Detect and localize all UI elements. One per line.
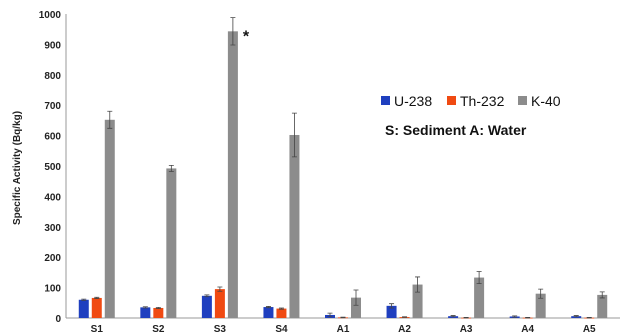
bar-th232-s2 — [153, 307, 164, 318]
legend-label-u238: U-238 — [394, 93, 432, 109]
error-bar-k40-a4 — [538, 288, 544, 299]
bar-u238-a2 — [386, 305, 397, 318]
x-tick-label: A1 — [337, 324, 350, 335]
error-bar-u238-s4 — [265, 306, 271, 309]
error-bar-th232-s1 — [94, 296, 100, 299]
y-tick-label: 0 — [55, 314, 61, 325]
error-bar-th232-a3 — [463, 316, 469, 319]
y-axis-label: Specific Activity (Bq/kg) — [12, 111, 23, 225]
x-tick-label: S4 — [275, 324, 288, 335]
bar-k40-a4 — [535, 293, 546, 318]
error-bar-k40-s2 — [168, 164, 174, 172]
error-bar-k40-s4 — [291, 112, 297, 158]
bar-u238-s2 — [140, 307, 151, 318]
x-tick-label: A2 — [398, 324, 411, 335]
bar-u238-s3 — [201, 295, 212, 318]
error-bar-k40-a3 — [476, 271, 482, 285]
bar-k40-a1 — [351, 297, 361, 318]
error-bar-u238-a5 — [573, 315, 579, 318]
y-tick-label: 900 — [44, 40, 61, 51]
error-bar-th232-a2 — [402, 316, 408, 318]
x-tick-label: S1 — [91, 324, 104, 335]
error-bar-th232-s2 — [155, 306, 161, 309]
legend-swatch-u238 — [381, 96, 390, 105]
error-bar-u238-s1 — [81, 298, 87, 301]
y-tick-label: 400 — [44, 192, 61, 203]
y-tick-label: 800 — [44, 71, 61, 82]
y-tick-label: 100 — [44, 284, 61, 295]
error-bar-u238-a1 — [327, 312, 333, 318]
x-tick-label: A4 — [521, 324, 534, 335]
legend-label-th232: Th-232 — [460, 93, 505, 109]
error-bar-th232-s4 — [278, 307, 284, 310]
y-tick-label: 700 — [44, 101, 61, 112]
error-bar-k40-s1 — [107, 110, 113, 129]
bar-k40-a3 — [474, 277, 485, 318]
y-axis-ticks: 0 100 200 300 400 500 600 700 800 900 1000 — [39, 10, 62, 325]
bar-k40-s3 — [227, 31, 238, 318]
y-tick-label: 1000 — [39, 10, 62, 21]
bar-th232-s4 — [276, 308, 287, 318]
error-bar-th232-a1 — [340, 316, 346, 319]
bar-k40-a5 — [597, 294, 608, 318]
error-bar-u238-a2 — [389, 303, 395, 309]
legend-label-k40: K-40 — [531, 93, 561, 109]
sample-type-note: S: Sediment A: Water — [385, 122, 527, 138]
error-bar-u238-s3 — [204, 294, 210, 298]
y-tick-label: 300 — [44, 223, 61, 234]
bar-k40-a2 — [412, 284, 423, 318]
error-bar-k40-a5 — [599, 291, 605, 299]
bar-series — [78, 17, 608, 319]
y-tick-label: 500 — [44, 162, 61, 173]
bar-k40-s4 — [289, 134, 300, 318]
error-bar-th232-s3 — [217, 286, 223, 292]
bar-k40-s2 — [166, 168, 177, 318]
bar-th232-s1 — [91, 297, 102, 318]
error-bar-k40-a2 — [415, 276, 421, 293]
x-tick-label: A5 — [583, 324, 596, 335]
legend: U-238 Th-232 K-40 — [381, 93, 561, 109]
x-tick-label: S3 — [214, 324, 227, 335]
error-bar-u238-a4 — [512, 315, 518, 318]
x-axis-ticks: S1 S2 S3 S4 A1 A2 A3 A4 A5 — [91, 324, 596, 335]
bar-k40-s1 — [104, 119, 115, 319]
x-tick-label: A3 — [460, 324, 473, 335]
error-bar-th232-a5 — [586, 316, 592, 319]
y-tick-label: 600 — [44, 132, 61, 143]
error-bar-k40-s3 — [230, 17, 236, 46]
legend-swatch-th232 — [447, 96, 456, 105]
y-tick-label: 200 — [44, 253, 61, 264]
significance-asterisk: * — [243, 29, 250, 46]
error-bar-u238-a3 — [450, 315, 456, 318]
bar-u238-s1 — [78, 299, 89, 318]
legend-swatch-k40 — [518, 96, 527, 105]
x-tick-label: S2 — [152, 324, 165, 335]
error-bar-k40-a1 — [353, 289, 359, 306]
error-bar-u238-s2 — [142, 306, 148, 309]
bar-u238-s4 — [263, 307, 274, 318]
bar-th232-s3 — [214, 289, 225, 318]
error-bar-th232-a4 — [525, 316, 531, 319]
